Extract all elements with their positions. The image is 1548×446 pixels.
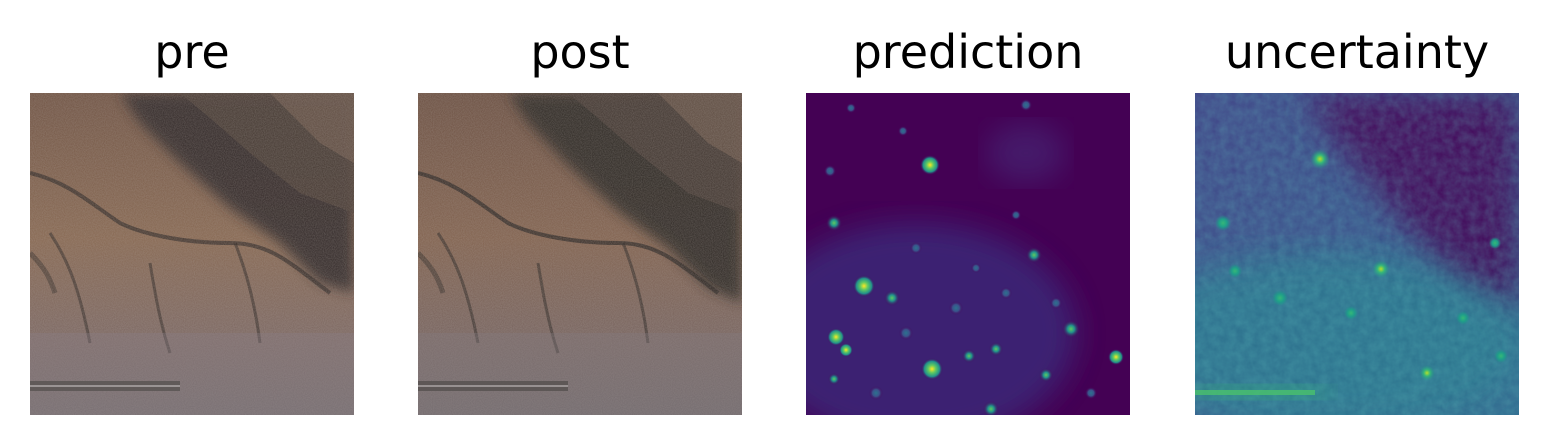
panel-title-uncertainty: uncertainty	[1224, 25, 1490, 79]
pre-satellite-image	[30, 93, 354, 415]
panel-title-post: post	[530, 25, 630, 79]
panel-title-prediction: prediction	[852, 25, 1084, 79]
uncertainty-heatmap	[1195, 93, 1519, 415]
panel-title-pre: pre	[154, 25, 230, 79]
post-satellite-image	[418, 93, 742, 415]
prediction-heatmap	[806, 93, 1130, 415]
